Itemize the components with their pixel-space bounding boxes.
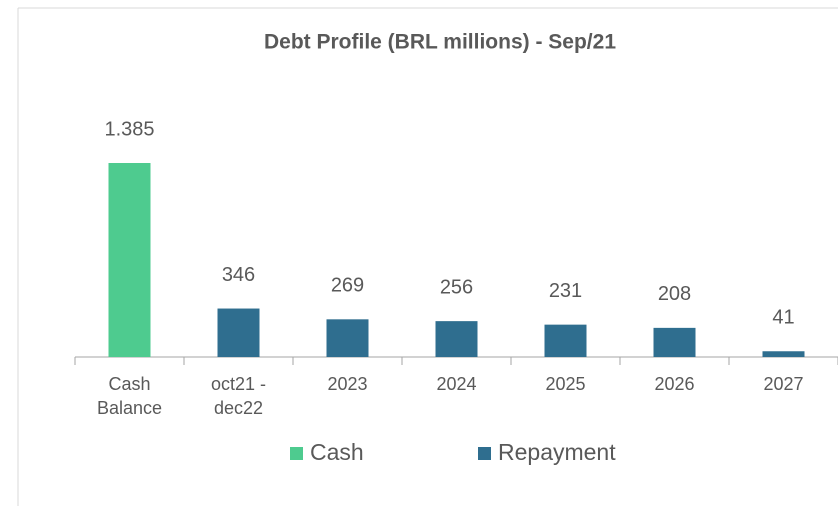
data-label: 256: [440, 276, 473, 298]
x-tick-label: 2025: [545, 374, 585, 394]
bar: [108, 163, 151, 357]
bar: [653, 327, 696, 357]
legend-swatch: [478, 447, 491, 460]
bar: [217, 308, 260, 357]
legend-swatch: [290, 447, 303, 460]
bar: [762, 351, 805, 357]
x-tick-label: Cash Balance: [97, 374, 162, 418]
x-tick-label: 2024: [436, 374, 476, 394]
chart-title: Debt Profile (BRL millions) - Sep/21: [264, 31, 616, 54]
x-tick-label: 2027: [763, 374, 803, 394]
bar: [326, 319, 369, 357]
legend-label: Repayment: [498, 439, 616, 465]
data-label: 231: [549, 280, 582, 302]
legend-label: Cash: [310, 439, 364, 465]
data-label: 41: [772, 307, 794, 329]
bar: [435, 321, 478, 357]
data-label: 346: [222, 264, 255, 286]
x-tick-label: 2026: [654, 374, 694, 394]
bar: [544, 324, 587, 357]
x-tick-label: 2023: [327, 374, 367, 394]
data-label: 1.385: [104, 118, 154, 140]
x-tick-label: oct21 -dec22: [211, 374, 266, 418]
data-label: 269: [331, 275, 364, 297]
data-label: 208: [658, 283, 691, 305]
